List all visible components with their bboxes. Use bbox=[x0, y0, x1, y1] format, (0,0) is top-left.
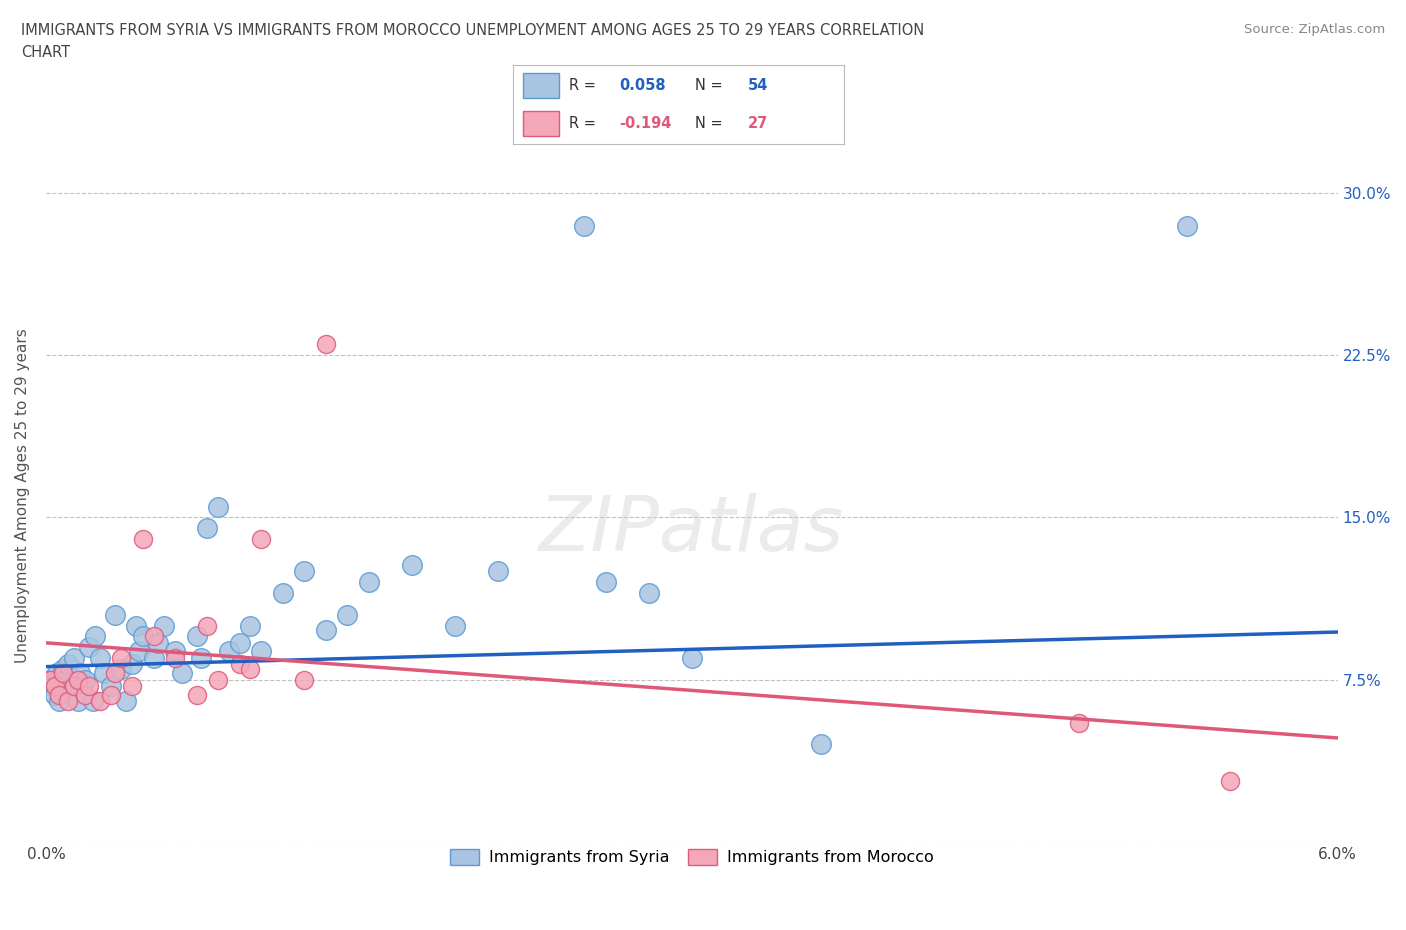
Bar bbox=[523, 111, 560, 137]
Text: N =: N = bbox=[695, 116, 727, 131]
Text: ZIPatlas: ZIPatlas bbox=[538, 494, 845, 567]
Text: N =: N = bbox=[695, 78, 727, 93]
Point bbox=[89, 650, 111, 665]
Point bbox=[142, 650, 165, 665]
Point bbox=[44, 679, 66, 694]
Text: R =: R = bbox=[569, 78, 600, 93]
Text: Source: ZipAtlas.com: Source: ZipAtlas.com bbox=[1244, 23, 1385, 36]
Point bbox=[125, 618, 148, 633]
Point bbox=[67, 694, 90, 709]
Point bbox=[69, 666, 91, 681]
Point bbox=[165, 644, 187, 659]
Point bbox=[104, 607, 127, 622]
Bar bbox=[523, 73, 560, 99]
Point bbox=[401, 558, 423, 573]
Point bbox=[121, 679, 143, 694]
Point bbox=[250, 532, 273, 547]
Point bbox=[170, 666, 193, 681]
Point bbox=[93, 666, 115, 681]
Point bbox=[218, 644, 240, 659]
Text: IMMIGRANTS FROM SYRIA VS IMMIGRANTS FROM MOROCCO UNEMPLOYMENT AMONG AGES 25 TO 2: IMMIGRANTS FROM SYRIA VS IMMIGRANTS FROM… bbox=[21, 23, 924, 60]
Point bbox=[292, 564, 315, 578]
Point bbox=[239, 661, 262, 676]
Point bbox=[357, 575, 380, 590]
Point bbox=[207, 499, 229, 514]
Text: 27: 27 bbox=[748, 116, 768, 131]
Point bbox=[153, 618, 176, 633]
Point bbox=[637, 586, 659, 601]
Point bbox=[114, 694, 136, 709]
Legend: Immigrants from Syria, Immigrants from Morocco: Immigrants from Syria, Immigrants from M… bbox=[444, 843, 939, 871]
Point bbox=[121, 657, 143, 671]
Point bbox=[132, 629, 155, 644]
Point bbox=[48, 694, 70, 709]
Y-axis label: Unemployment Among Ages 25 to 29 years: Unemployment Among Ages 25 to 29 years bbox=[15, 328, 30, 663]
Point bbox=[128, 644, 150, 659]
Point bbox=[239, 618, 262, 633]
Point bbox=[207, 672, 229, 687]
Point bbox=[186, 687, 208, 702]
Text: R =: R = bbox=[569, 116, 600, 131]
Point bbox=[53, 672, 76, 687]
Point bbox=[197, 521, 219, 536]
Point bbox=[228, 635, 250, 650]
Point bbox=[44, 687, 66, 702]
Point bbox=[104, 666, 127, 681]
Point bbox=[84, 629, 107, 644]
Point bbox=[810, 737, 832, 751]
Point bbox=[110, 661, 132, 676]
Point bbox=[595, 575, 617, 590]
Point bbox=[572, 219, 595, 233]
Point bbox=[146, 635, 169, 650]
Point bbox=[60, 679, 83, 694]
Point bbox=[1069, 715, 1091, 730]
Point bbox=[197, 618, 219, 633]
Point bbox=[73, 687, 96, 702]
Point bbox=[100, 687, 122, 702]
Point bbox=[315, 337, 337, 352]
Point bbox=[292, 672, 315, 687]
Point bbox=[110, 650, 132, 665]
Point bbox=[39, 672, 62, 687]
Text: 54: 54 bbox=[748, 78, 768, 93]
Point bbox=[45, 666, 67, 681]
Point bbox=[681, 650, 703, 665]
Point bbox=[315, 622, 337, 637]
Point bbox=[77, 679, 100, 694]
Point bbox=[39, 672, 62, 687]
Point bbox=[77, 640, 100, 655]
Point bbox=[63, 650, 86, 665]
Point bbox=[89, 694, 111, 709]
Point bbox=[165, 650, 187, 665]
Point bbox=[56, 657, 79, 671]
Text: 0.058: 0.058 bbox=[619, 78, 665, 93]
Point bbox=[271, 586, 294, 601]
Point bbox=[228, 657, 250, 671]
Point bbox=[1175, 219, 1198, 233]
Point bbox=[100, 679, 122, 694]
Point bbox=[186, 629, 208, 644]
Point bbox=[48, 687, 70, 702]
Point bbox=[1219, 774, 1241, 789]
Point bbox=[132, 532, 155, 547]
Point bbox=[56, 694, 79, 709]
Point bbox=[486, 564, 509, 578]
Point bbox=[52, 661, 75, 676]
Point bbox=[82, 694, 104, 709]
Point bbox=[142, 629, 165, 644]
Text: -0.194: -0.194 bbox=[619, 116, 671, 131]
Point bbox=[444, 618, 467, 633]
Point bbox=[190, 650, 212, 665]
Point bbox=[41, 679, 63, 694]
Point bbox=[336, 607, 359, 622]
Point bbox=[67, 672, 90, 687]
Point bbox=[52, 666, 75, 681]
Point bbox=[63, 679, 86, 694]
Point bbox=[49, 683, 72, 698]
Point bbox=[73, 672, 96, 687]
Point bbox=[250, 644, 273, 659]
